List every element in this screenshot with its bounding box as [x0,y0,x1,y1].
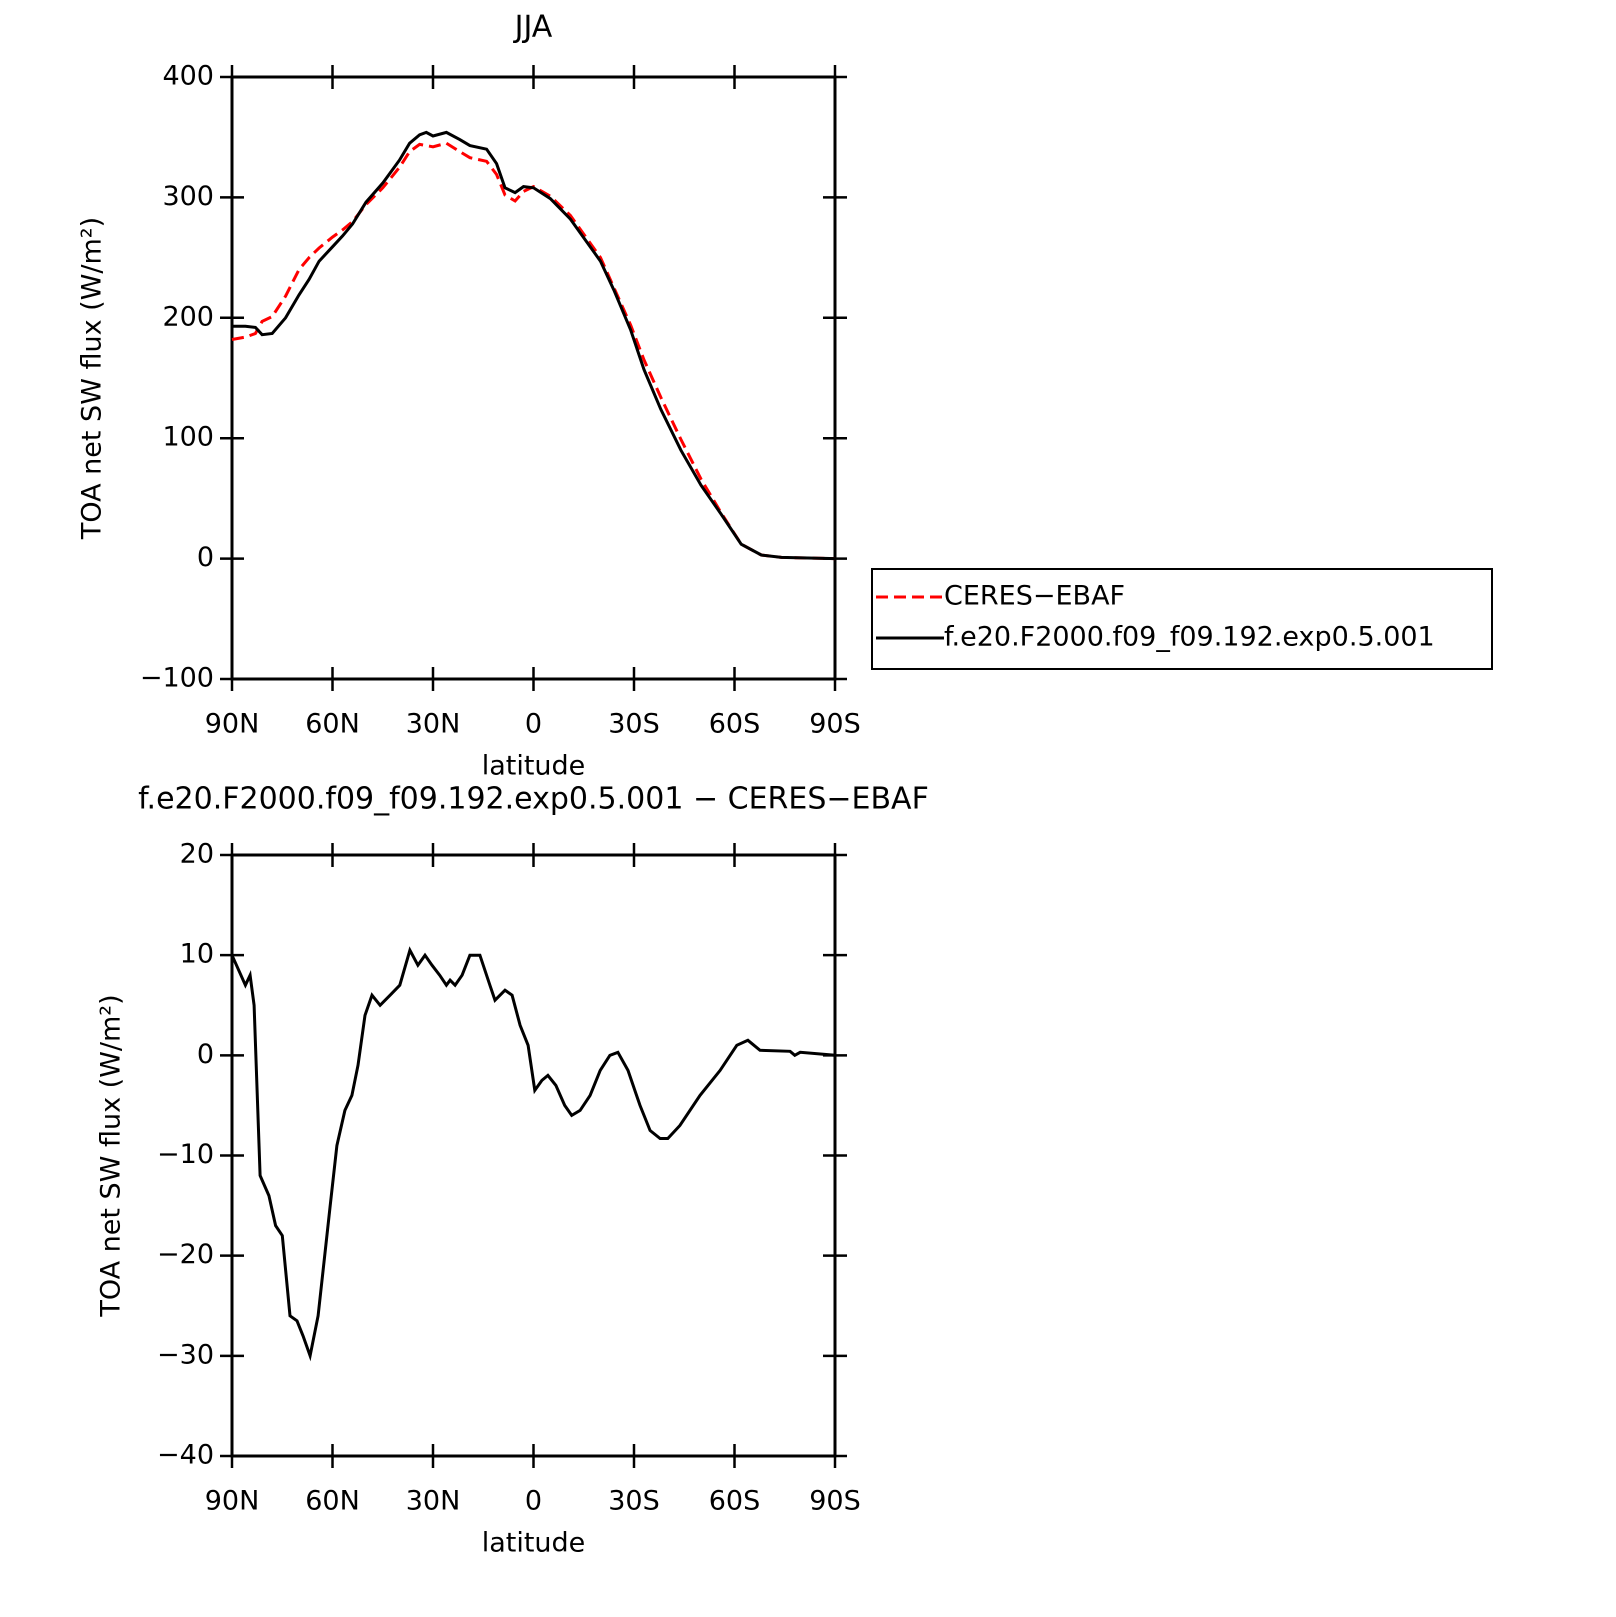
chart-title: f.e20.F2000.f09_f09.192.exp0.5.001 − CER… [138,782,929,817]
y-tick-label: −20 [157,1239,214,1270]
y-tick-label: −40 [157,1440,214,1471]
plot-frame [230,853,837,1458]
x-tick-label: 90N [205,1486,260,1517]
data-line [231,141,836,561]
y-axis-label: TOA net SW flux (W/m²) [77,217,108,540]
chart-title: JJA [513,10,553,45]
x-tick-label: 30N [406,709,461,740]
x-tick-label: 60S [709,1486,761,1517]
y-tick-label: 10 [180,939,214,970]
y-tick-label: −100 [140,663,214,694]
y-tick-label: 0 [197,1039,214,1070]
y-tick-label: −30 [157,1339,214,1370]
x-tick-label: 90N [205,709,260,740]
x-tick-label: 30S [608,709,660,740]
x-tick-label: 90S [809,709,861,740]
x-tick-label: 60S [709,709,761,740]
x-tick-label: 0 [525,1486,542,1517]
x-tick-label: 0 [525,709,542,740]
y-tick-label: 200 [162,301,214,332]
data-line [230,946,836,1362]
x-tick-label: 30S [608,1486,660,1517]
x-tick-label: 60N [305,709,360,740]
legend-box [871,568,1493,670]
x-tick-label: 90S [809,1486,861,1517]
legend-label: CERES−EBAF [944,581,1125,612]
y-tick-label: 100 [162,422,214,453]
x-axis-label: latitude [482,1528,586,1559]
y-axis-label: TOA net SW flux (W/m²) [96,994,127,1317]
y-tick-label: −10 [157,1139,214,1170]
x-tick-label: 30N [406,1486,461,1517]
x-tick-label: 60N [305,1486,360,1517]
plot-frame [230,75,837,681]
y-tick-label: 300 [162,181,214,212]
legend-label: f.e20.F2000.f09_f09.192.exp0.5.001 [944,622,1435,653]
y-tick-label: 20 [180,839,214,870]
data-line [232,130,836,561]
y-tick-label: 400 [162,61,214,92]
y-tick-label: 0 [197,542,214,573]
x-axis-label: latitude [482,751,586,782]
